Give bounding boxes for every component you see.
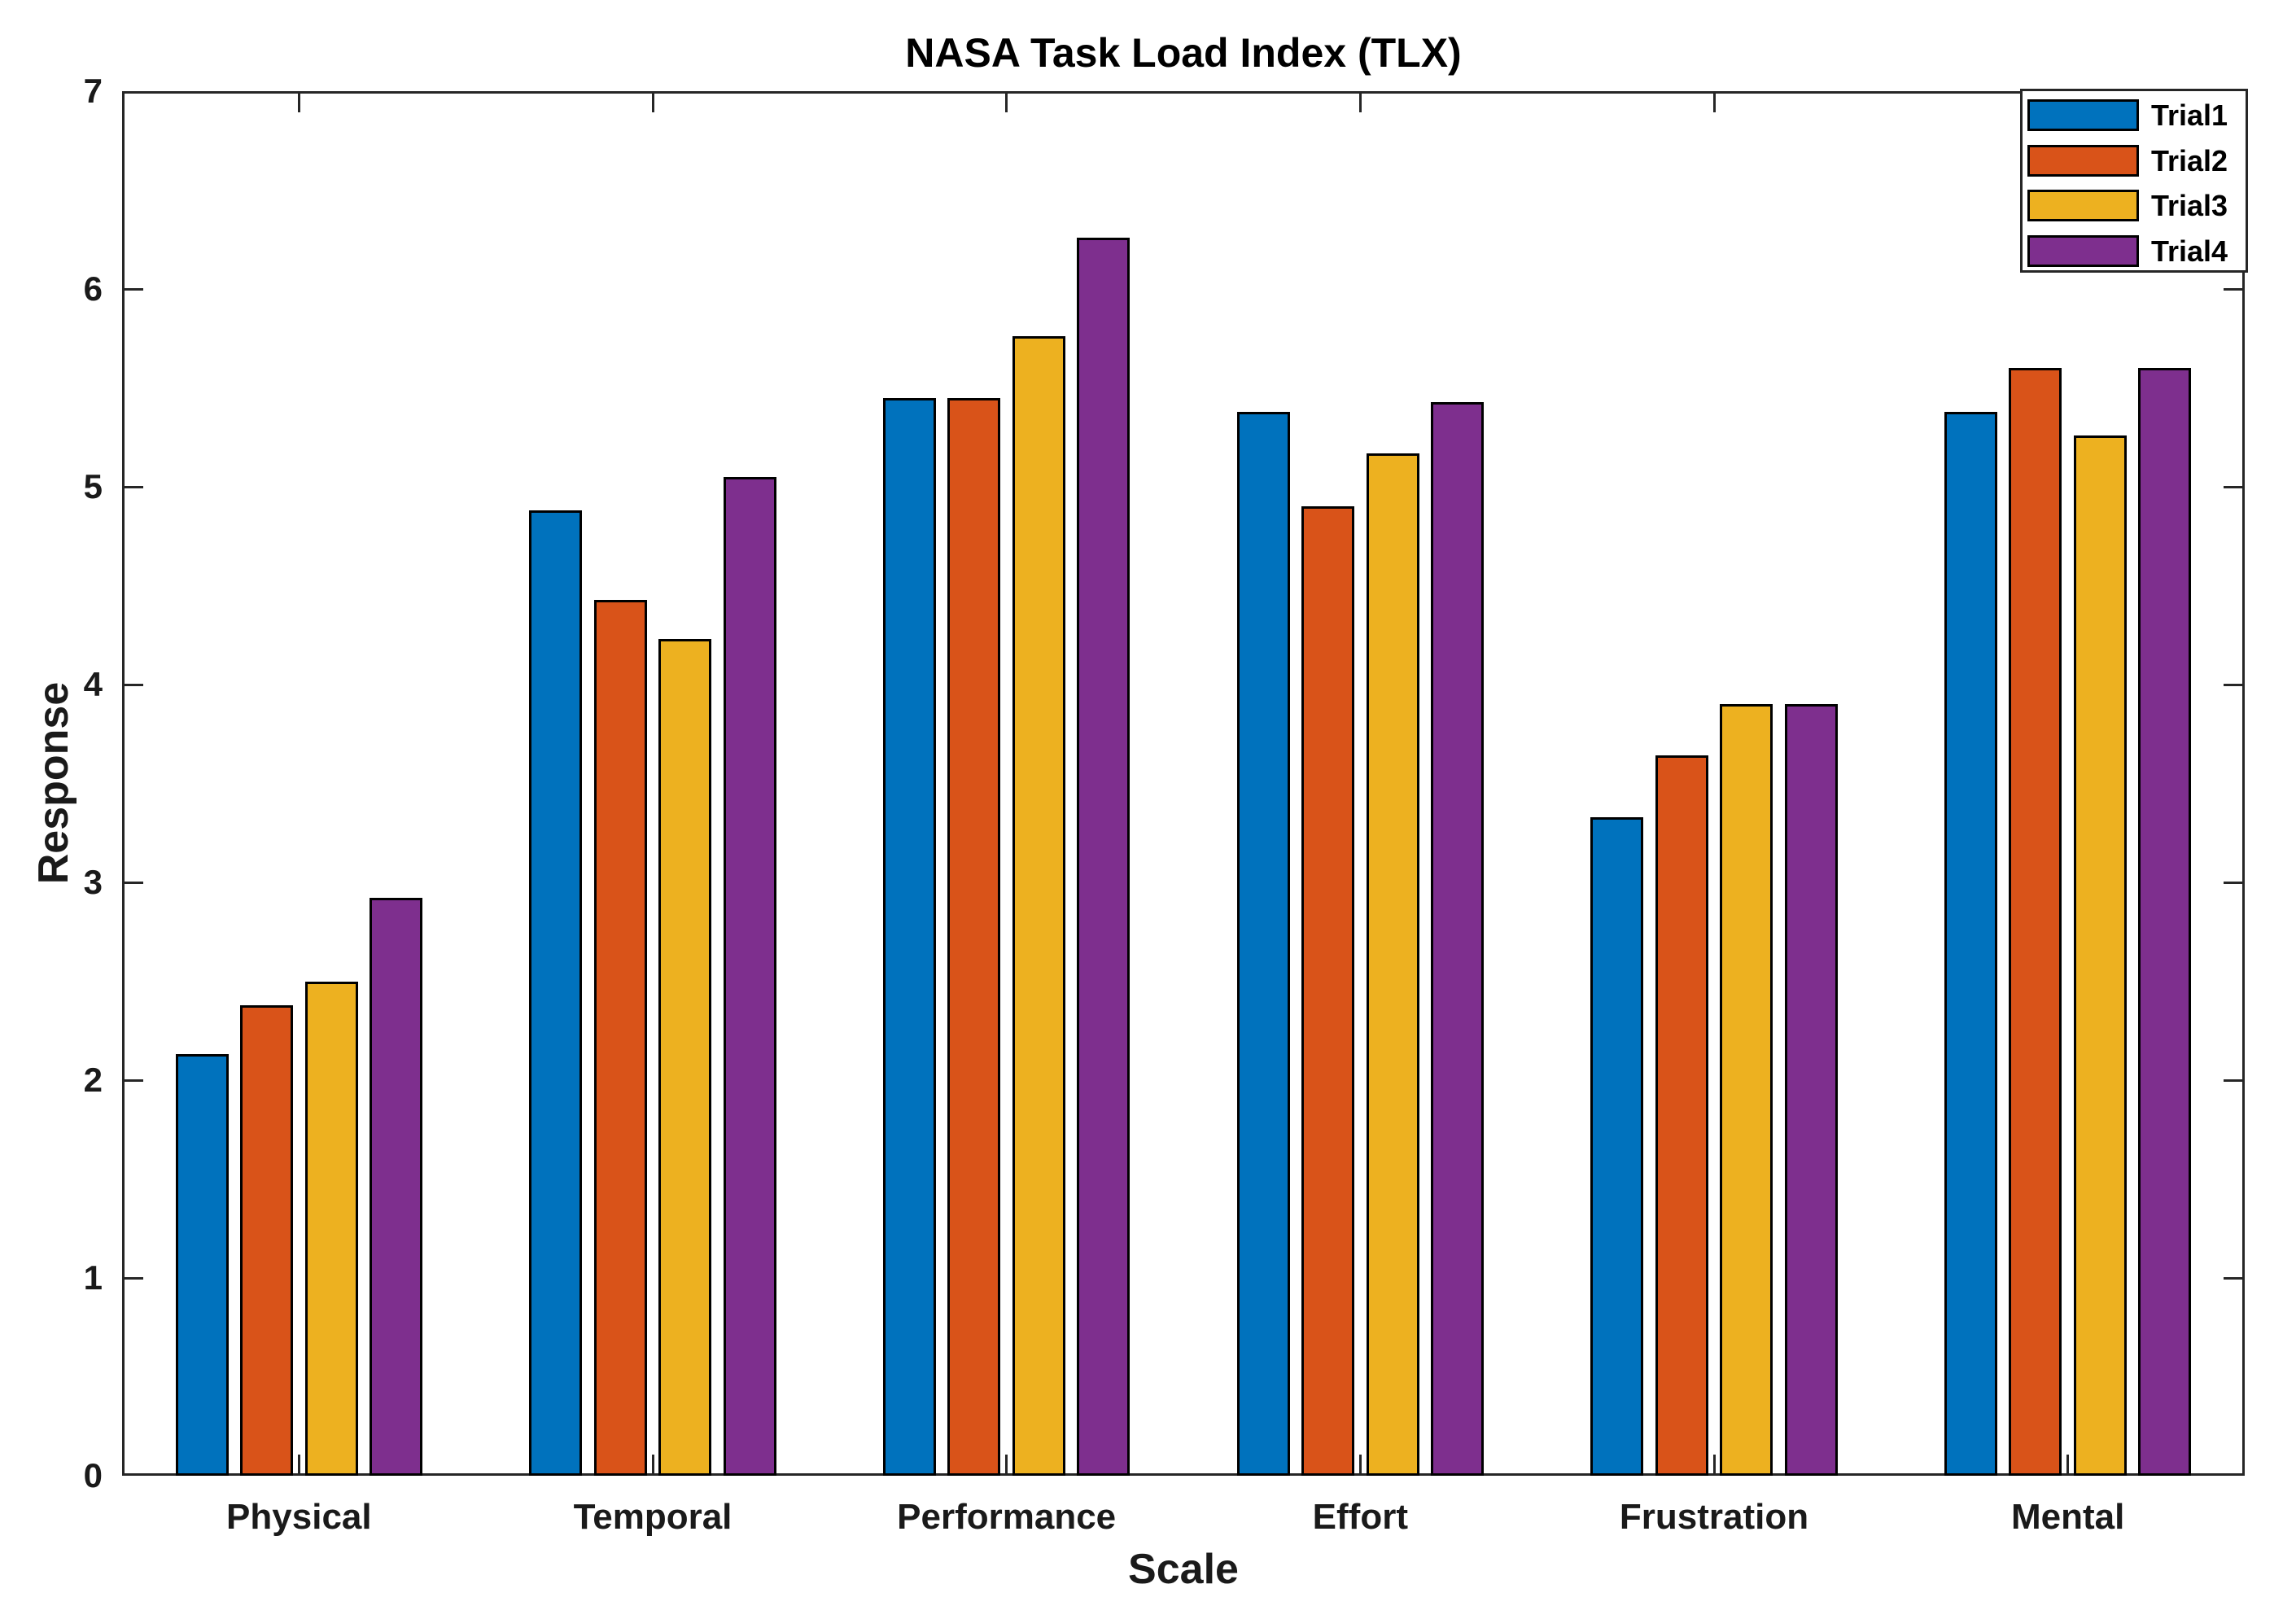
bar-trial4-physical — [370, 898, 423, 1476]
y-tick-label: 0 — [83, 1456, 103, 1494]
category-label-effort: Effort — [1312, 1497, 1408, 1537]
legend-label-trial4: Trial4 — [2151, 234, 2228, 269]
legend-label-trial1: Trial1 — [2151, 98, 2228, 132]
category-label-mental: Mental — [2010, 1497, 2125, 1537]
x-tick — [1005, 91, 1008, 112]
y-tick — [122, 881, 143, 884]
y-tick — [122, 287, 143, 291]
y-tick — [122, 1079, 143, 1082]
y-tick-label: 6 — [83, 269, 103, 308]
category-label-performance: Performance — [897, 1497, 1117, 1537]
bar-trial2-temporal — [593, 599, 647, 1476]
category-label-temporal: Temporal — [573, 1497, 733, 1537]
bar-trial3-mental — [2073, 435, 2127, 1476]
x-tick — [1358, 91, 1362, 112]
y-tick — [2224, 287, 2245, 291]
bar-trial1-physical — [175, 1054, 229, 1476]
y-tick — [2224, 881, 2245, 884]
bar-trial4-frustration — [1784, 704, 1838, 1476]
bar-trial3-effort — [1366, 453, 1419, 1476]
y-tick-label: 7 — [83, 72, 103, 110]
bar-trial2-mental — [2009, 368, 2062, 1476]
y-axis-label: Response — [30, 681, 77, 885]
bar-trial4-effort — [1431, 401, 1485, 1476]
y-tick-label: 5 — [83, 467, 103, 505]
y-tick — [2224, 1079, 2245, 1082]
y-tick — [122, 1276, 143, 1280]
bar-trial1-temporal — [529, 510, 583, 1476]
y-tick — [122, 683, 143, 686]
bar-trial1-effort — [1236, 411, 1290, 1476]
bar-trial1-mental — [1944, 411, 1997, 1476]
bar-trial2-effort — [1301, 506, 1355, 1476]
bar-trial3-frustration — [1720, 704, 1773, 1476]
x-tick — [651, 91, 654, 112]
y-tick — [2224, 683, 2245, 686]
legend-label-trial2: Trial2 — [2151, 143, 2228, 177]
x-tick — [1712, 1455, 1716, 1476]
x-tick — [1712, 91, 1716, 112]
legend-swatch-trial3 — [2027, 190, 2139, 222]
x-tick — [297, 91, 300, 112]
bar-trial1-frustration — [1590, 816, 1644, 1476]
y-tick — [122, 485, 143, 488]
category-label-physical: Physical — [226, 1497, 372, 1537]
legend-swatch-trial4 — [2027, 235, 2139, 268]
y-tick-label: 1 — [83, 1258, 103, 1297]
y-tick-label: 2 — [83, 1061, 103, 1099]
x-tick — [1005, 1455, 1008, 1476]
bar-trial2-performance — [947, 397, 1001, 1476]
bar-trial3-temporal — [658, 639, 712, 1476]
chart-title: NASA Task Load Index (TLX) — [905, 30, 1462, 76]
x-axis-label: Scale — [1128, 1546, 1239, 1593]
legend-swatch-trial2 — [2027, 144, 2139, 177]
x-tick — [651, 1455, 654, 1476]
x-tick — [2066, 1455, 2070, 1476]
x-tick — [297, 1455, 300, 1476]
plot-area — [122, 91, 2245, 1476]
bar-trial3-physical — [304, 981, 358, 1476]
legend-box: Trial1 Trial2 Trial3 Trial4 — [2020, 89, 2248, 273]
bar-trial4-temporal — [723, 476, 776, 1476]
y-tick — [2224, 1276, 2245, 1280]
legend-label-trial3: Trial3 — [2151, 189, 2228, 223]
bar-trial3-performance — [1012, 336, 1065, 1476]
y-tick-label: 4 — [83, 665, 103, 703]
category-label-frustration: Frustration — [1619, 1497, 1809, 1537]
bar-trial2-physical — [240, 1004, 294, 1476]
y-tick — [2224, 485, 2245, 488]
bar-trial2-frustration — [1655, 755, 1708, 1476]
x-tick — [1358, 1455, 1362, 1476]
legend-swatch-trial1 — [2027, 99, 2139, 131]
y-tick-label: 3 — [83, 863, 103, 901]
bar-trial1-performance — [882, 397, 936, 1476]
bar-trial4-mental — [2138, 368, 2192, 1476]
bar-trial4-performance — [1077, 237, 1131, 1476]
